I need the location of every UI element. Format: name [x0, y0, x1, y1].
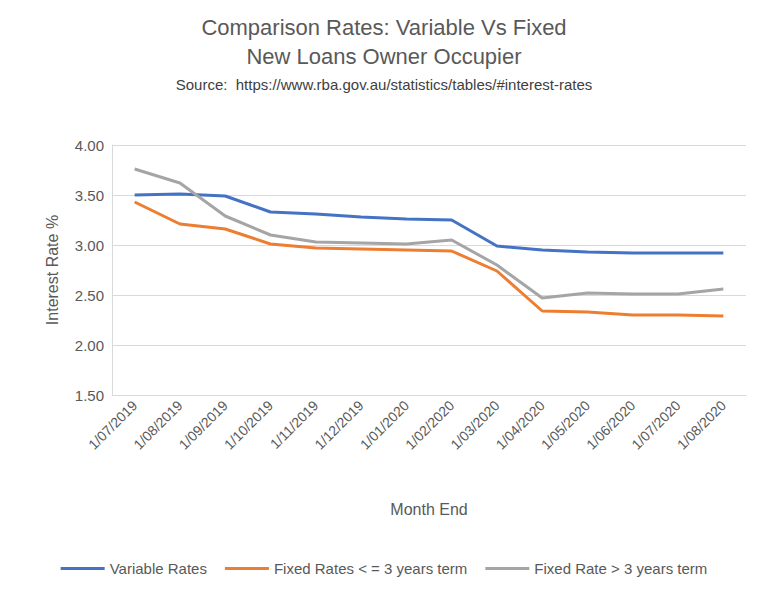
svg-text:3.00: 3.00: [75, 237, 104, 254]
svg-text:1/07/2019: 1/07/2019: [85, 397, 141, 453]
svg-text:1/05/2020: 1/05/2020: [537, 397, 594, 453]
svg-text:Fixed Rate > 3 years term: Fixed Rate > 3 years term: [534, 560, 707, 577]
svg-text:1/04/2020: 1/04/2020: [492, 397, 548, 453]
svg-text:New Loans Owner Occupier: New Loans Owner Occupier: [246, 44, 521, 69]
svg-text:1/12/2019: 1/12/2019: [311, 397, 367, 453]
svg-text:1/10/2019: 1/10/2019: [221, 397, 276, 452]
svg-text:2.50: 2.50: [75, 287, 104, 304]
svg-text:Interest Rate %: Interest Rate %: [44, 215, 61, 325]
svg-text:1/02/2020: 1/02/2020: [402, 397, 458, 453]
svg-text:Variable Rates: Variable Rates: [110, 560, 207, 577]
svg-text:1/03/2020: 1/03/2020: [447, 397, 503, 453]
svg-text:1/07/2020: 1/07/2020: [628, 397, 684, 453]
svg-text:1/06/2020: 1/06/2020: [583, 397, 639, 453]
svg-text:1/08/2019: 1/08/2019: [130, 397, 186, 453]
svg-text:Comparison Rates: Variable Vs: Comparison Rates: Variable Vs Fixed: [201, 15, 566, 40]
svg-text:2.00: 2.00: [75, 337, 104, 354]
svg-text:1/09/2019: 1/09/2019: [175, 397, 231, 453]
svg-text:1/11/2019: 1/11/2019: [266, 397, 322, 452]
svg-text:Fixed Rates < = 3 years term: Fixed Rates < = 3 years term: [274, 560, 467, 577]
svg-text:3.50: 3.50: [75, 187, 104, 204]
svg-text:4.00: 4.00: [75, 137, 104, 154]
svg-text:1.50: 1.50: [75, 387, 104, 404]
svg-text:1/01/2020: 1/01/2020: [356, 397, 412, 453]
svg-text:Source: https://www.rba.gov.a: Source: https://www.rba.gov.au/statistic…: [176, 76, 593, 93]
svg-text:Month End: Month End: [390, 501, 467, 518]
svg-text:1/08/2020: 1/08/2020: [674, 397, 729, 452]
